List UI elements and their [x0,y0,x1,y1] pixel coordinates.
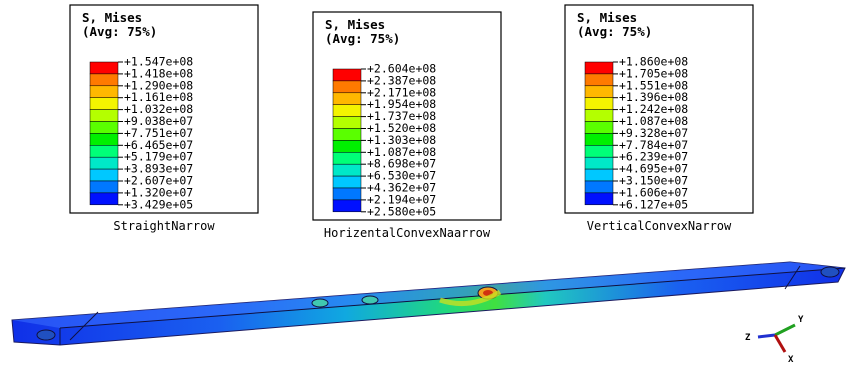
legend-title: S, Mises [325,17,385,32]
color-band [333,117,361,129]
triad-label: Y [798,315,804,325]
color-band [333,81,361,93]
color-band [585,74,613,86]
legend: S, Mises(Avg: 75%)+2.604e+08+2.387e+08+2… [313,12,501,240]
color-band [333,164,361,176]
legend-label: +6.127e+05 [619,197,688,211]
color-band [90,181,118,193]
axis-triad: Y Z X [745,315,804,365]
color-band [90,193,118,205]
legend-caption: StraightNarrow [113,219,215,233]
color-band [90,98,118,110]
legend: S, Mises(Avg: 75%)+1.860e+08+1.705e+08+1… [565,5,753,233]
color-band [585,169,613,181]
color-band [585,86,613,98]
color-band [333,140,361,152]
color-band [585,110,613,122]
color-band [90,62,118,74]
color-band [90,122,118,134]
color-band [333,188,361,200]
color-band [333,69,361,81]
legend-title: (Avg: 75%) [82,24,157,39]
color-band [585,98,613,110]
color-band [90,110,118,122]
color-band [90,157,118,169]
color-band [585,181,613,193]
color-band [333,105,361,117]
color-band [90,169,118,181]
legend-label: +2.580e+05 [367,204,436,218]
triad-label: X [788,355,794,365]
color-band [585,157,613,169]
color-band [333,93,361,105]
legend-label: +3.429e+05 [124,197,193,211]
color-band [90,74,118,86]
color-band [585,145,613,157]
color-band [90,133,118,145]
legend: S, Mises(Avg: 75%)+1.547e+08+1.418e+08+1… [70,5,258,233]
color-band [333,152,361,164]
page: {"legends": [ {"title": ["S, Mises", "(A… [0,0,847,367]
color-band [585,122,613,134]
color-band [90,145,118,157]
color-band [585,193,613,205]
legend-title: (Avg: 75%) [325,31,400,46]
legend-title: S, Mises [577,10,637,25]
legend-caption: HorizentalConvexNaarrow [324,226,491,240]
figure: Y Z X S, Mises(Avg: 75%)+1.547e+08+1.418… [0,0,847,367]
color-band [333,129,361,141]
color-band [585,133,613,145]
color-band [585,62,613,74]
color-band [333,200,361,212]
legend-title: S, Mises [82,10,142,25]
color-band [333,176,361,188]
model-render [12,262,845,345]
legend-caption: VerticalConvexNarrow [587,219,732,233]
color-band [90,86,118,98]
legend-title: (Avg: 75%) [577,24,652,39]
triad-label: Z [745,333,751,343]
